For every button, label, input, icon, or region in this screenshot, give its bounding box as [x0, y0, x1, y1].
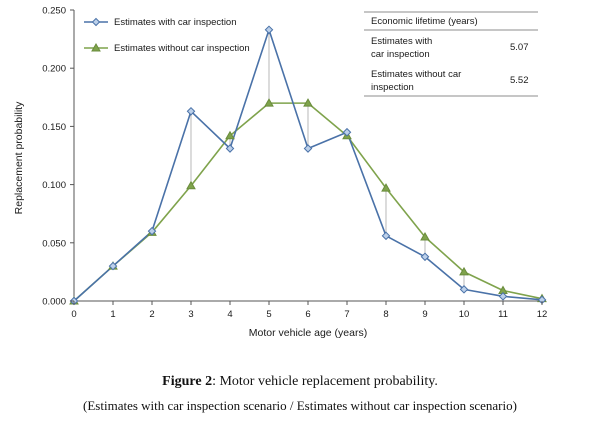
- data-point-with-inspection: [303, 144, 313, 153]
- data-point-with-inspection: [108, 261, 118, 271]
- x-tick-label: 0: [71, 309, 76, 320]
- table-row-without-label-1: Estimates without car: [371, 69, 461, 80]
- x-axis-title: Motor vehicle age (years): [249, 327, 367, 339]
- table-row-without-label-2: inspection: [371, 82, 414, 93]
- economic-lifetime-table: Economic lifetime (years) Estimates with…: [364, 11, 538, 97]
- data-point-with-inspection: [186, 106, 196, 116]
- table-row-without-value: 5.52: [510, 75, 529, 86]
- figure-subtitle: (Estimates with car inspection scenario …: [83, 398, 517, 413]
- series-lines: [73, 28, 543, 302]
- y-tick-label: 0.100: [42, 180, 66, 191]
- y-tick-label: 0.050: [42, 238, 66, 249]
- figure-label: Figure 2: [162, 374, 213, 389]
- x-tick-label: 10: [459, 309, 470, 320]
- table-row-with-value: 5.07: [510, 42, 529, 53]
- x-tick-label: 12: [537, 309, 548, 320]
- data-point-without-inspection: [459, 266, 469, 276]
- series-line-with-inspection: [73, 28, 543, 302]
- data-point-without-inspection: [420, 231, 430, 241]
- legend-diamond-marker: [91, 17, 101, 27]
- y-tick-label: 0.200: [42, 64, 66, 75]
- table-header: Economic lifetime (years): [371, 16, 478, 27]
- x-tick-label: 6: [305, 309, 310, 320]
- legend-label-without: Estimates without car inspection: [114, 43, 250, 54]
- series-markers: [69, 25, 547, 306]
- data-point-without-inspection: [225, 130, 235, 140]
- series-connectors: [190, 29, 504, 297]
- x-tick-label: 4: [227, 309, 232, 320]
- x-tick-label: 8: [383, 309, 388, 320]
- data-point-with-inspection: [264, 25, 274, 35]
- data-point-with-inspection: [225, 144, 235, 153]
- x-tick-label: 1: [110, 309, 115, 320]
- data-point-with-inspection: [342, 127, 352, 137]
- data-point-with-inspection: [420, 252, 430, 262]
- data-point-with-inspection: [147, 226, 157, 236]
- data-point-without-inspection: [186, 180, 196, 190]
- data-point-with-inspection: [459, 285, 469, 294]
- y-axis-title: Replacement probability: [13, 101, 25, 214]
- x-tick-label: 9: [422, 309, 427, 320]
- y-tick-label: 0.000: [42, 297, 66, 308]
- table-row-with-label-2: car inspection: [371, 49, 430, 60]
- y-tick-label: 0.150: [42, 122, 66, 133]
- legend-triangle-marker: [91, 42, 101, 52]
- data-point-with-inspection: [498, 292, 508, 301]
- x-tick-label: 2: [149, 309, 154, 320]
- x-tick-label: 7: [344, 309, 349, 320]
- x-tick-label: 11: [498, 309, 508, 320]
- figure-caption: Figure 2: Motor vehicle replacement prob…: [0, 374, 600, 390]
- x-tick-label: 3: [188, 309, 193, 320]
- data-point-without-inspection: [303, 98, 313, 107]
- x-tick-label: 5: [266, 309, 271, 320]
- chart-legend: Estimates with car inspection Estimates …: [84, 17, 250, 54]
- data-point-without-inspection: [381, 183, 391, 192]
- data-point-with-inspection: [381, 231, 391, 241]
- figure-title: : Motor vehicle replacement probability.: [212, 374, 438, 389]
- legend-label-with: Estimates with car inspection: [114, 17, 237, 28]
- table-row-with-label-1: Estimates with: [371, 36, 432, 47]
- data-point-without-inspection: [264, 98, 274, 107]
- y-tick-label: 0.250: [42, 6, 66, 17]
